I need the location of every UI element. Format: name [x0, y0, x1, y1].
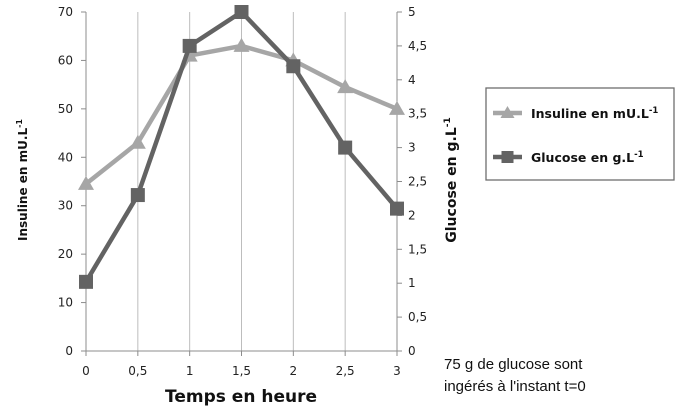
- right-tick-label: 5: [408, 5, 416, 19]
- data-point-glucose: [182, 38, 197, 53]
- data-point-insuline: [129, 134, 146, 149]
- left-tick-label: 20: [58, 247, 73, 261]
- x-tick-label: 3: [393, 364, 401, 378]
- series-layer: [78, 5, 405, 289]
- left-tick-label: 60: [58, 53, 73, 67]
- legend: Insuline en mU.L-1 Glucose en g.L-1: [485, 87, 675, 181]
- data-point-insuline: [337, 79, 354, 94]
- right-axis-title: Glucose en g.L-1: [443, 117, 460, 242]
- right-tick-label: 3: [408, 141, 416, 155]
- right-tick-label: 4: [408, 73, 416, 87]
- x-tick-label: 0: [82, 364, 90, 378]
- legend-marker-square: [501, 151, 514, 163]
- legend-box: [485, 87, 675, 181]
- left-axis-title: Insuline en mU.L-1: [15, 119, 30, 241]
- note-line-2: ingérés à l'instant t=0: [444, 378, 586, 395]
- data-point-insuline: [233, 37, 250, 52]
- right-tick-label: 0,5: [408, 310, 427, 324]
- legend-item-glucose: Glucose en g.L-1: [493, 150, 644, 165]
- left-axis-ticks: 0 10 20 30 40 50 60 70: [58, 5, 86, 358]
- gridlines: [137, 12, 346, 351]
- data-point-glucose: [234, 5, 249, 19]
- legend-label-insuline: Insuline en mU.L-1: [531, 106, 658, 121]
- legend-label-glucose: Glucose en g.L-1: [531, 150, 644, 165]
- data-point-glucose: [286, 59, 301, 74]
- x-tick-label: 1: [186, 364, 194, 378]
- legend-item-insuline: Insuline en mU.L-1: [493, 106, 658, 121]
- left-tick-label: 0: [65, 344, 73, 358]
- x-axis-ticks: 0 0,5 1 1,5 2 2,5 3: [82, 351, 401, 378]
- note-line-1: 75 g de glucose sont: [444, 356, 583, 373]
- legend-marker-triangle: [500, 106, 515, 118]
- right-tick-label: 2,5: [408, 175, 427, 189]
- x-axis-title: Temps en heure: [165, 387, 317, 407]
- data-point-glucose: [130, 188, 145, 203]
- right-tick-label: 4,5: [408, 39, 427, 53]
- annotation-note: 75 g de glucose sont ingérés à l'instant…: [444, 354, 586, 398]
- x-tick-label: 2,5: [336, 364, 355, 378]
- left-tick-label: 70: [58, 5, 73, 19]
- data-point-glucose: [79, 274, 93, 289]
- right-tick-label: 1: [408, 276, 416, 290]
- right-tick-label: 3,5: [408, 107, 427, 121]
- data-point-glucose: [390, 201, 404, 216]
- data-point-glucose: [338, 140, 353, 155]
- x-tick-label: 0,5: [128, 364, 147, 378]
- data-point-insuline: [389, 100, 405, 115]
- x-tick-label: 1,5: [232, 364, 251, 378]
- data-point-insuline: [78, 175, 94, 190]
- right-tick-label: 2: [408, 208, 416, 222]
- right-tick-label: 0: [408, 344, 416, 358]
- left-tick-label: 50: [58, 102, 73, 116]
- right-tick-label: 1,5: [408, 242, 427, 256]
- left-tick-label: 40: [58, 150, 73, 164]
- right-axis-ticks: 0 0,5 1 1,5 2 2,5 3 3,5 4 4,5 5: [397, 5, 427, 358]
- left-tick-label: 10: [58, 296, 73, 310]
- x-tick-label: 2: [290, 364, 298, 378]
- left-tick-label: 30: [58, 199, 73, 213]
